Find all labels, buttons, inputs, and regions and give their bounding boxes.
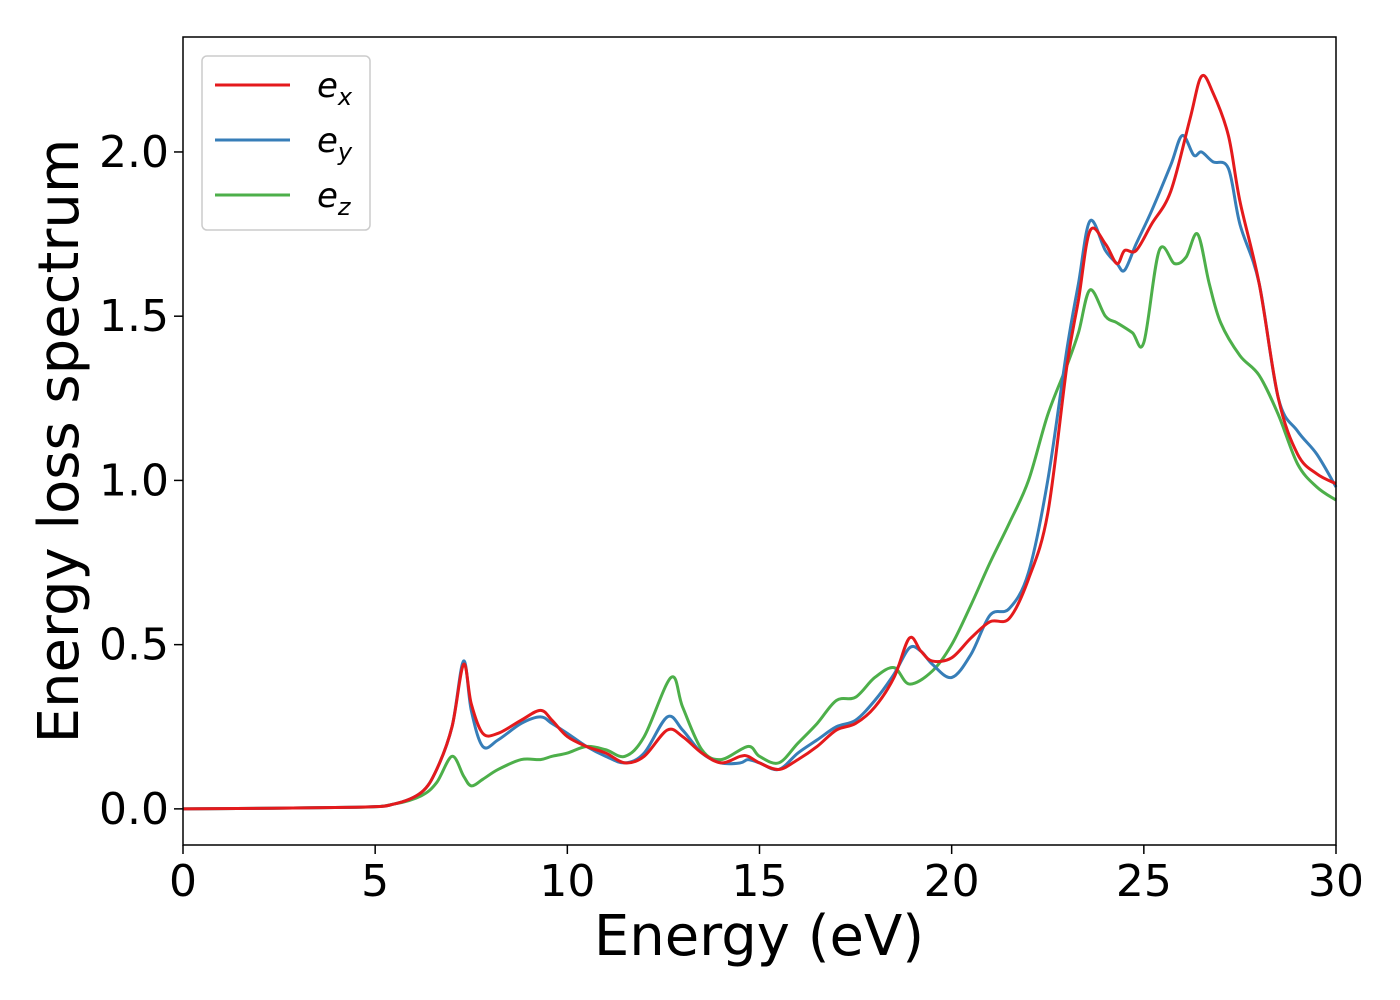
series-line-ex: [182, 73, 1337, 811]
y-tick-label: 0.5: [99, 620, 169, 671]
series-line-ey: [182, 134, 1338, 811]
x-tick-label: 0: [169, 856, 197, 907]
x-tick-label: 20: [924, 856, 980, 907]
axis-ticks: 0 5 10 15 20 25 30 0.0 0.5 1.0 1.5 2.0: [99, 127, 1364, 907]
x-tick-label: 15: [732, 856, 788, 907]
y-tick-label: 0.0: [99, 784, 169, 835]
series-line-ez: [182, 232, 1337, 811]
legend-frame: [201, 55, 371, 231]
x-tick-label: 10: [539, 856, 595, 907]
y-axis-label: Energy loss spectrum: [27, 139, 92, 744]
plot-lines: [182, 73, 1338, 811]
x-axis-label: Energy (eV): [594, 904, 924, 969]
x-tick-label: 5: [361, 856, 389, 907]
x-tick-label: 30: [1308, 856, 1364, 907]
y-tick-label: 1.0: [99, 455, 169, 506]
y-tick-label: 1.5: [99, 291, 169, 342]
legend-label-ex: ex: [317, 66, 353, 111]
x-tick-label: 25: [1116, 856, 1172, 907]
legend-label-ey: ey: [317, 121, 353, 166]
y-tick-label: 2.0: [99, 127, 169, 178]
